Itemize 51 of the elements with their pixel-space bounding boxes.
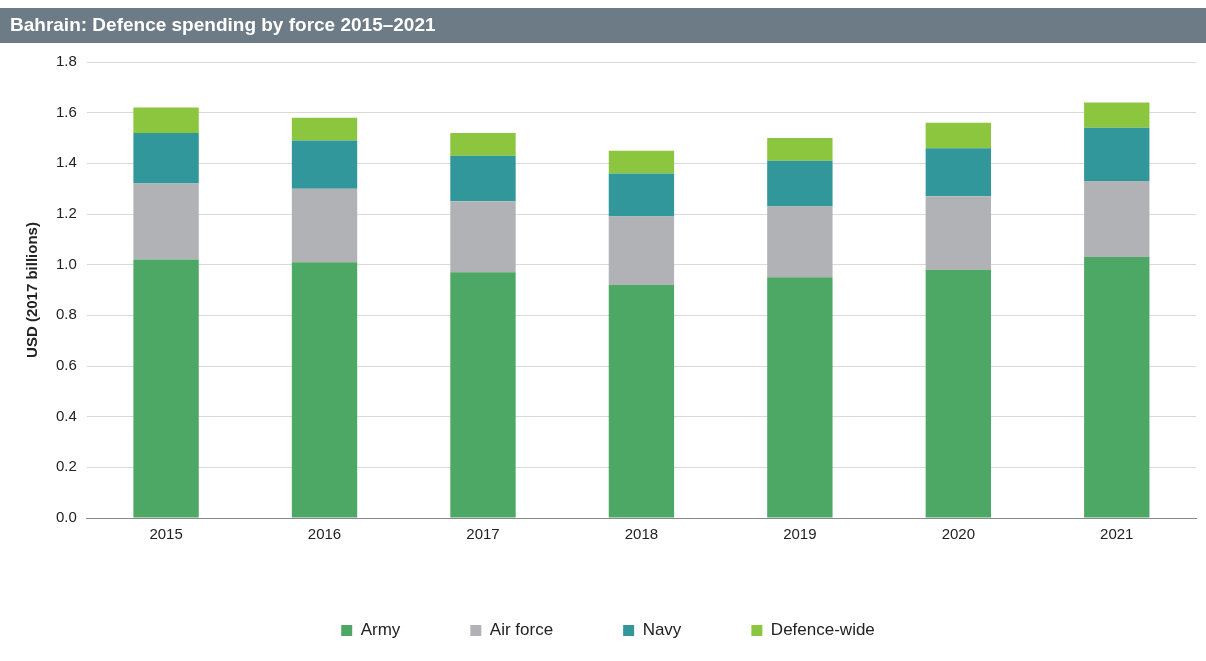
x-tick-label: 2017 [466, 525, 500, 543]
y-tick-label: 0.0 [55, 508, 77, 526]
bar [291, 262, 358, 518]
y-tick-label: 0.8 [55, 305, 77, 323]
x-tick-label: 2015 [149, 525, 183, 543]
bar [1084, 102, 1150, 128]
y-tick-label: 1.8 [55, 52, 77, 70]
bar [925, 196, 992, 270]
x-tick-label: 2016 [307, 525, 342, 543]
bar [450, 201, 516, 273]
bar [291, 117, 358, 141]
bar [608, 150, 675, 174]
bar [608, 284, 675, 518]
y-tick-label: 1.0 [55, 254, 77, 272]
bar [925, 269, 992, 518]
legend-label: Navy [642, 620, 682, 640]
bar [925, 148, 992, 197]
bar [925, 122, 992, 149]
bar [1084, 127, 1150, 182]
legend-label: Air force [489, 620, 554, 640]
bar [291, 188, 358, 263]
bar [450, 132, 516, 156]
legend-label: Defence-wide [770, 620, 875, 640]
bar [608, 173, 675, 217]
legend-label: Army [360, 620, 401, 640]
y-tick-label: 1.6 [55, 102, 77, 120]
x-tick-label: 2018 [624, 525, 659, 543]
y-tick-label: 1.4 [55, 153, 77, 171]
bar [767, 206, 833, 278]
x-tick-label: 2019 [783, 525, 817, 543]
bar [450, 155, 516, 202]
y-tick-label: 0.2 [55, 457, 77, 475]
x-tick-label: 2020 [941, 525, 976, 543]
bar [1084, 181, 1150, 258]
y-tick-label: 0.4 [55, 406, 77, 424]
chart-title: Bahrain: Defence spending by force 2015–2021 [0, 8, 1206, 43]
bar [767, 277, 833, 518]
bar [133, 259, 199, 518]
bar [133, 183, 199, 260]
bar [133, 107, 199, 133]
bar [767, 160, 833, 207]
y-axis-title: USD (2017 billions) [23, 222, 41, 358]
bar [608, 216, 675, 285]
y-tick-label: 0.6 [55, 356, 77, 374]
bar [291, 140, 358, 189]
x-tick-label: 2021 [1100, 525, 1134, 543]
bar [1084, 257, 1150, 518]
y-tick-label: 1.2 [55, 204, 77, 222]
bar [450, 272, 516, 518]
bar [767, 138, 833, 161]
bar [133, 132, 199, 184]
